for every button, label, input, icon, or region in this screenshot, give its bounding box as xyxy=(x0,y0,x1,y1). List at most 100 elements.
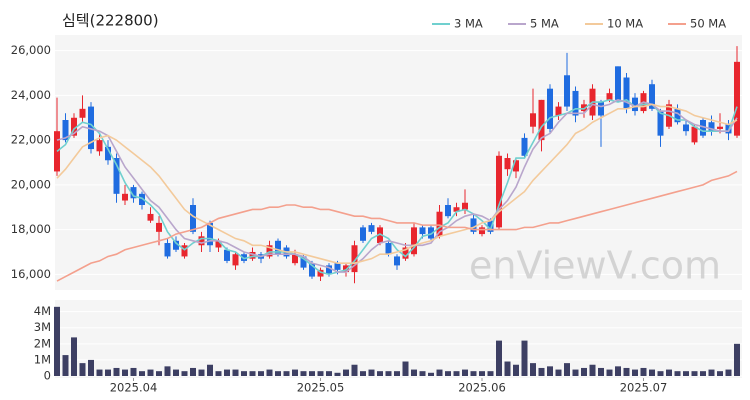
candle-body xyxy=(615,66,621,100)
volume-bar xyxy=(198,369,205,376)
volume-bar xyxy=(632,369,638,376)
volume-bar xyxy=(462,369,468,376)
volume-bar xyxy=(640,367,647,376)
candle-body xyxy=(428,227,434,239)
candle-body xyxy=(419,227,426,235)
volume-bar xyxy=(122,369,128,376)
candle-body xyxy=(122,193,128,201)
volume-bar xyxy=(657,371,664,376)
volume-panel xyxy=(55,300,742,378)
candle-body xyxy=(207,222,213,246)
volume-bar xyxy=(547,366,553,376)
candle-body xyxy=(479,227,485,235)
volume-bar xyxy=(71,337,77,376)
volume-bar xyxy=(496,340,502,376)
legend-label: 10 MA xyxy=(607,17,643,31)
candle-body xyxy=(581,104,587,112)
y-tick-label: 1M xyxy=(34,352,51,366)
candle-body xyxy=(351,245,358,273)
y-tick-label: 0 xyxy=(44,369,51,383)
volume-bar xyxy=(241,371,247,376)
volume-bar xyxy=(700,371,706,376)
candle-body xyxy=(156,222,162,232)
candle-body xyxy=(717,126,723,129)
candle-body xyxy=(606,93,613,100)
volume-bar xyxy=(708,369,715,376)
volume-bar xyxy=(479,371,485,376)
candle-body xyxy=(691,126,698,143)
volume-bar xyxy=(564,363,570,376)
volume-bar xyxy=(317,371,324,376)
volume-bar xyxy=(139,371,145,376)
volume-bar xyxy=(173,369,179,376)
candle-body xyxy=(598,102,604,116)
x-tick-label: 2025.04 xyxy=(110,381,158,395)
candle-body xyxy=(411,227,417,255)
candle-body xyxy=(555,106,562,116)
volume-bar xyxy=(428,372,434,376)
candle-body xyxy=(436,211,443,237)
candle-body xyxy=(113,158,120,194)
volume-bar xyxy=(623,367,630,376)
volume-bar xyxy=(691,371,698,376)
candle-body xyxy=(88,106,94,150)
y-tick-label: 24,000 xyxy=(11,88,51,102)
x-tick-label: 2025.07 xyxy=(620,381,668,395)
volume-bar xyxy=(300,371,307,376)
volume-bar xyxy=(54,306,60,376)
candle-body xyxy=(105,146,111,161)
candle-body xyxy=(572,90,579,116)
candle-body xyxy=(147,213,154,221)
candle-body xyxy=(275,240,281,255)
candle-body xyxy=(657,111,664,136)
volume-bar xyxy=(164,366,171,376)
candle-body xyxy=(71,117,77,136)
candle-body xyxy=(79,108,86,118)
watermark: enViewV.com xyxy=(469,244,721,288)
candle-body xyxy=(734,61,740,136)
candle-body xyxy=(249,251,256,259)
volume-bar xyxy=(224,369,230,376)
volume-bar xyxy=(113,367,120,376)
volume-bar xyxy=(581,367,587,376)
candle-body xyxy=(266,245,273,257)
x-tick-label: 2025.06 xyxy=(458,381,506,395)
volume-bar xyxy=(725,369,732,376)
volume-bar xyxy=(96,369,103,376)
volume-bar xyxy=(147,369,154,376)
volume-bar xyxy=(385,371,392,376)
candle-body xyxy=(190,205,196,232)
candle-body xyxy=(300,256,307,268)
volume-bar xyxy=(309,371,315,376)
volume-bar xyxy=(555,369,562,376)
candle-body xyxy=(470,218,477,232)
volume-bar xyxy=(283,371,290,376)
candle-body xyxy=(96,140,103,152)
volume-bar xyxy=(683,371,689,376)
volume-bar xyxy=(419,371,426,376)
y-tick-label: 16,000 xyxy=(11,267,51,281)
candle-body xyxy=(326,265,332,275)
volume-bar xyxy=(62,355,69,376)
candle-body xyxy=(224,249,230,261)
volume-bar xyxy=(411,369,417,376)
volume-bar xyxy=(504,361,511,376)
ma-line xyxy=(56,170,738,282)
candle-body xyxy=(521,137,528,156)
volume-bar xyxy=(615,366,621,376)
candle-body xyxy=(139,193,145,205)
y-tick-label: 2M xyxy=(34,336,51,350)
candle-body xyxy=(232,254,239,266)
candle-body xyxy=(334,263,341,270)
chart-title: 심텍(222800) xyxy=(62,12,159,30)
candle-body xyxy=(309,263,315,277)
volume-bar xyxy=(190,367,196,376)
volume-bar xyxy=(326,371,332,376)
candle-body xyxy=(538,99,545,141)
volume-bar xyxy=(88,359,94,376)
volume-bar xyxy=(402,361,409,376)
ma-line xyxy=(56,99,738,273)
volume-bar xyxy=(351,364,358,376)
volume-bar xyxy=(249,371,256,376)
candle-body xyxy=(317,269,324,277)
